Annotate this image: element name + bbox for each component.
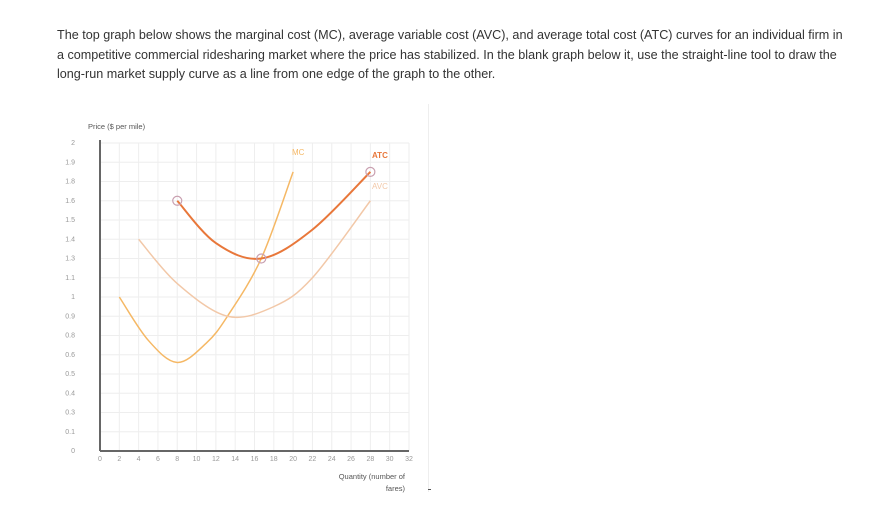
atc-handle[interactable]	[256, 253, 267, 264]
x-tick-label: 16	[251, 456, 259, 463]
x-axis-label-line2: fares)	[386, 484, 406, 493]
y-tick-label: 0.1	[65, 429, 75, 436]
x-tick-label: 2	[117, 456, 121, 463]
x-tick-label: 18	[270, 456, 278, 463]
y-tick-label: 1.1	[65, 275, 75, 282]
y-tick-label: 0.9	[65, 313, 75, 320]
y-tick-label: 0.5	[65, 371, 75, 378]
resize-handle[interactable]	[428, 489, 431, 490]
y-tick-label: 1.5	[65, 217, 75, 224]
y-tick-label: 0	[71, 448, 75, 455]
x-tick-label: 30	[386, 456, 394, 463]
x-tick-label: 28	[366, 456, 374, 463]
x-tick-label: 4	[137, 456, 141, 463]
x-tick-label: 22	[309, 456, 317, 463]
mc-label: MC	[292, 148, 305, 157]
y-tick-label: 1.9	[65, 159, 75, 166]
y-tick-label: 1.4	[65, 236, 75, 243]
x-axis-label: Quantity (number of	[339, 472, 406, 481]
avc-curve[interactable]	[138, 200, 371, 319]
y-tick-label: 1.6	[65, 198, 75, 205]
y-tick-label: 2	[71, 140, 75, 147]
x-tick-label: 10	[193, 456, 201, 463]
atc-handle[interactable]	[365, 166, 376, 177]
atc-label: ATC	[372, 151, 388, 160]
x-tick-label: 32	[405, 456, 413, 463]
x-tick-label: 8	[175, 456, 179, 463]
atc-handle[interactable]	[172, 195, 183, 206]
y-tick-label: 1	[71, 294, 75, 301]
y-tick-label: 1.3	[65, 256, 75, 263]
x-tick-label: 12	[212, 456, 220, 463]
x-tick-label: 0	[98, 456, 102, 463]
question-prompt: The top graph below shows the marginal c…	[57, 28, 843, 81]
avc-label: AVC	[372, 182, 388, 191]
x-tick-label: 26	[347, 456, 355, 463]
y-axis-label: Price ($ per mile)	[88, 122, 146, 131]
x-tick-label: 6	[156, 456, 160, 463]
y-tick-label: 0.8	[65, 333, 75, 340]
y-tick-label: 1.8	[65, 179, 75, 186]
y-tick-label: 0.3	[65, 410, 75, 417]
y-tick-label: 0.4	[65, 390, 75, 397]
y-tick-label: 0.6	[65, 352, 75, 359]
atc-curve[interactable]	[176, 171, 372, 260]
graph-divider	[428, 104, 429, 492]
x-tick-label: 14	[231, 456, 239, 463]
x-tick-label: 20	[289, 456, 297, 463]
x-tick-label: 24	[328, 456, 336, 463]
